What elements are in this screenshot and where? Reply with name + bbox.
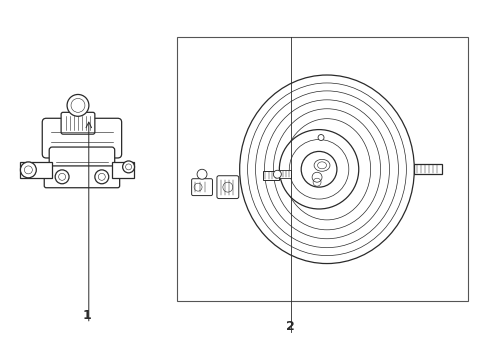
Circle shape <box>67 94 89 116</box>
FancyBboxPatch shape <box>44 166 120 188</box>
Circle shape <box>95 170 108 184</box>
Bar <box>20 162 52 178</box>
Text: 2: 2 <box>285 320 294 333</box>
Circle shape <box>279 130 358 209</box>
Circle shape <box>273 170 281 178</box>
FancyBboxPatch shape <box>61 112 95 134</box>
Circle shape <box>301 152 336 187</box>
Bar <box>413 164 441 174</box>
Text: 1: 1 <box>82 309 91 322</box>
Bar <box>263 171 279 180</box>
Circle shape <box>317 135 324 140</box>
Circle shape <box>197 169 206 179</box>
Circle shape <box>55 170 69 184</box>
Ellipse shape <box>239 75 413 264</box>
Bar <box>176 37 467 301</box>
Ellipse shape <box>313 159 329 171</box>
Bar <box>279 170 291 178</box>
Circle shape <box>122 161 134 173</box>
FancyBboxPatch shape <box>191 179 212 195</box>
Circle shape <box>20 162 36 178</box>
FancyBboxPatch shape <box>42 118 122 158</box>
FancyBboxPatch shape <box>217 176 238 199</box>
Bar <box>111 162 133 178</box>
FancyBboxPatch shape <box>49 147 115 179</box>
